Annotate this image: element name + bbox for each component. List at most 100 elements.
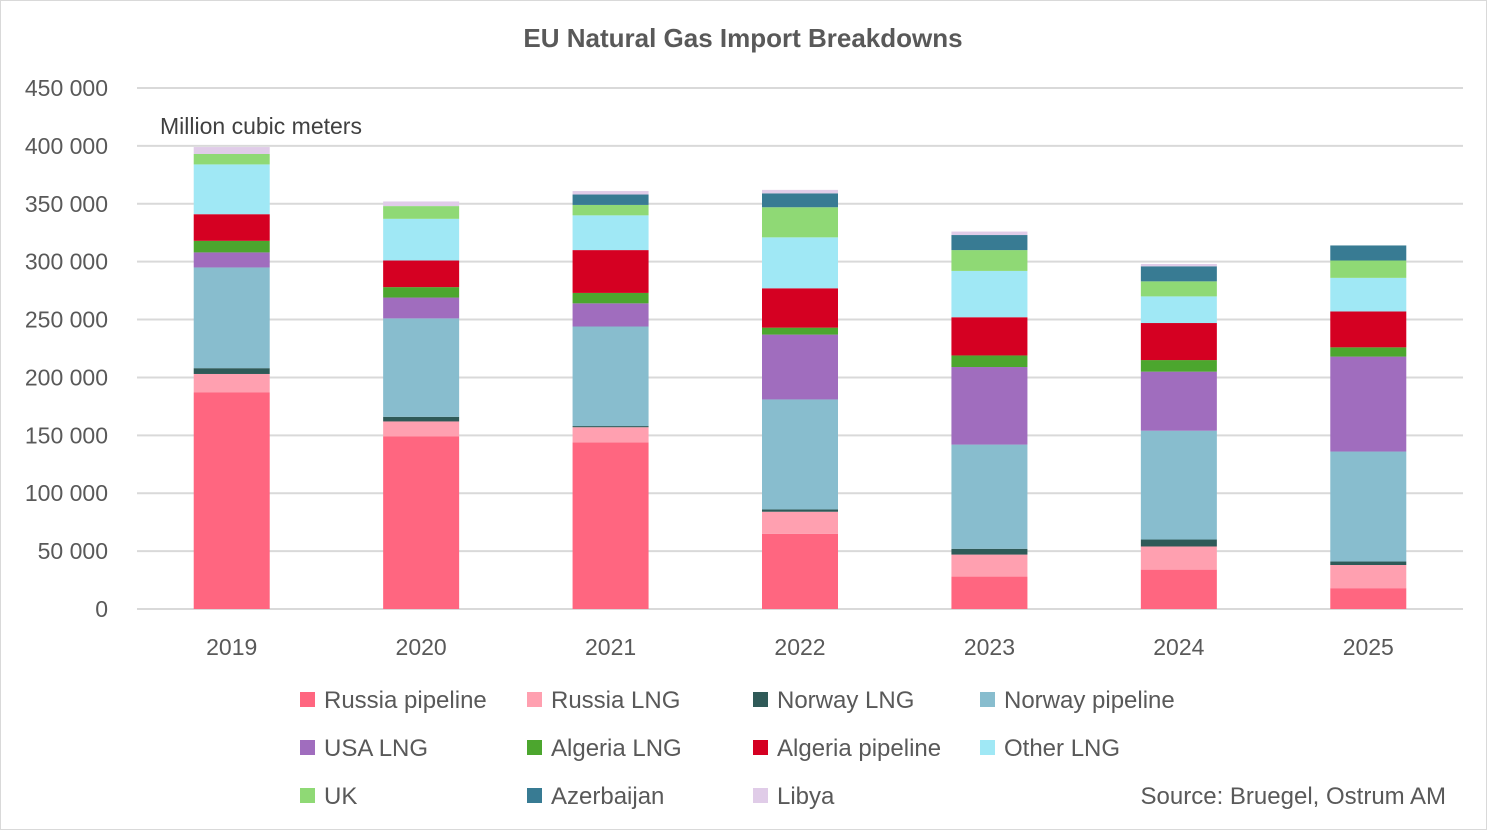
bar-segment	[193, 240, 270, 253]
x-tick-label: 2024	[1153, 634, 1204, 660]
legend-label: Russia pipeline	[324, 687, 487, 714]
bar-segment	[1330, 565, 1407, 589]
bar-segment	[1140, 430, 1217, 540]
bar-segment	[951, 317, 1028, 356]
y-tick-label: 250 000	[25, 307, 108, 333]
bar-segment	[762, 207, 838, 238]
y-tick-label: 100 000	[25, 480, 108, 506]
bar-segment	[1140, 296, 1217, 324]
bar-segment	[193, 373, 270, 393]
legend-label: Azerbaijan	[551, 783, 664, 810]
bar-segment	[1330, 588, 1407, 609]
bar-segment	[383, 201, 460, 207]
bar-segment	[762, 399, 838, 510]
bar-segment	[762, 193, 838, 208]
bar-segment	[193, 392, 270, 609]
bar-segment	[572, 250, 649, 293]
bar-segment	[951, 554, 1028, 577]
legend-swatch	[527, 740, 542, 755]
bar-segment	[193, 153, 270, 165]
legend-label: Norway LNG	[777, 687, 914, 714]
bar-segment	[951, 548, 1028, 555]
y-tick-label: 50 000	[38, 538, 108, 564]
bar-segment	[572, 191, 649, 195]
bar-segment	[951, 444, 1028, 549]
bar-segment	[1140, 371, 1217, 431]
bar-segment	[1140, 360, 1217, 372]
bar-segment	[383, 260, 460, 288]
bar-segment	[1330, 356, 1407, 452]
bar-segment	[572, 204, 649, 216]
legend-item: Russia pipeline	[300, 687, 487, 714]
bar-segment	[572, 442, 649, 609]
legend-item: Norway LNG	[753, 687, 914, 714]
legend-item: USA LNG	[300, 735, 428, 762]
y-tick-label: 350 000	[25, 191, 108, 217]
bar-segment	[1140, 546, 1217, 570]
legend-label: USA LNG	[324, 735, 428, 762]
bar-segment	[572, 426, 649, 428]
y-tick-label: 400 000	[25, 133, 108, 159]
bar-segment	[193, 252, 270, 268]
bar-segment	[951, 235, 1028, 251]
legend-label: Other LNG	[1004, 735, 1120, 762]
legend-item: UK	[300, 783, 357, 810]
legend-label: Libya	[777, 783, 835, 810]
bar-segment	[1140, 539, 1217, 547]
x-tick-label: 2019	[206, 634, 257, 660]
bar-segment	[1330, 451, 1407, 562]
bar-segment	[383, 287, 460, 298]
bar-segment	[951, 576, 1028, 609]
bar-segment	[193, 214, 270, 241]
y-tick-label: 0	[95, 596, 108, 622]
bar-segment	[762, 533, 838, 609]
bar-segment	[383, 218, 460, 261]
bar-segment	[572, 326, 649, 427]
bar-segment	[383, 421, 460, 437]
source-note: Source: Bruegel, Ostrum AM	[1141, 783, 1446, 810]
y-tick-label: 150 000	[25, 422, 108, 448]
unit-label: Million cubic meters	[160, 113, 362, 139]
bar-segment	[1330, 561, 1407, 566]
bar-segment	[1330, 277, 1407, 312]
bar-segment	[951, 355, 1028, 368]
bar-segment	[762, 511, 838, 534]
legend-item: Libya	[753, 783, 835, 810]
bar-segment	[383, 416, 460, 422]
bar-segment	[762, 327, 838, 335]
bar-segment	[572, 303, 649, 327]
legend-item: Azerbaijan	[527, 783, 664, 810]
legend-item: Other LNG	[980, 735, 1120, 762]
legend-swatch	[753, 692, 768, 707]
legend-swatch	[527, 788, 542, 803]
bar-segment	[1330, 245, 1407, 261]
bar-segment	[951, 250, 1028, 271]
x-tick-label: 2023	[964, 634, 1015, 660]
bar-segment	[193, 164, 270, 215]
legend-label: UK	[324, 783, 357, 810]
bar-segment	[383, 206, 460, 219]
legend-item: Algeria LNG	[527, 735, 682, 762]
chart-title: EU Natural Gas Import Breakdowns	[523, 23, 962, 53]
bar-segment	[1330, 260, 1407, 278]
bar-segment	[762, 509, 838, 512]
legend-swatch	[300, 740, 315, 755]
bar-segment	[762, 288, 838, 328]
bar-segment	[762, 334, 838, 400]
bar-segment	[1140, 266, 1217, 282]
bar-segment	[193, 267, 270, 369]
bar-segment	[1140, 281, 1217, 297]
legend-swatch	[980, 740, 995, 755]
legend-item: Norway pipeline	[980, 687, 1175, 714]
legend-swatch	[980, 692, 995, 707]
bar-segment	[762, 189, 838, 194]
bar-segment	[951, 231, 1028, 236]
bar-segment	[1140, 569, 1217, 609]
bar-segment	[572, 427, 649, 443]
legend-swatch	[300, 788, 315, 803]
legend-label: Russia LNG	[551, 687, 680, 714]
bar-segment	[383, 318, 460, 417]
bar-segment	[572, 292, 649, 304]
legend-item: Russia LNG	[527, 687, 680, 714]
